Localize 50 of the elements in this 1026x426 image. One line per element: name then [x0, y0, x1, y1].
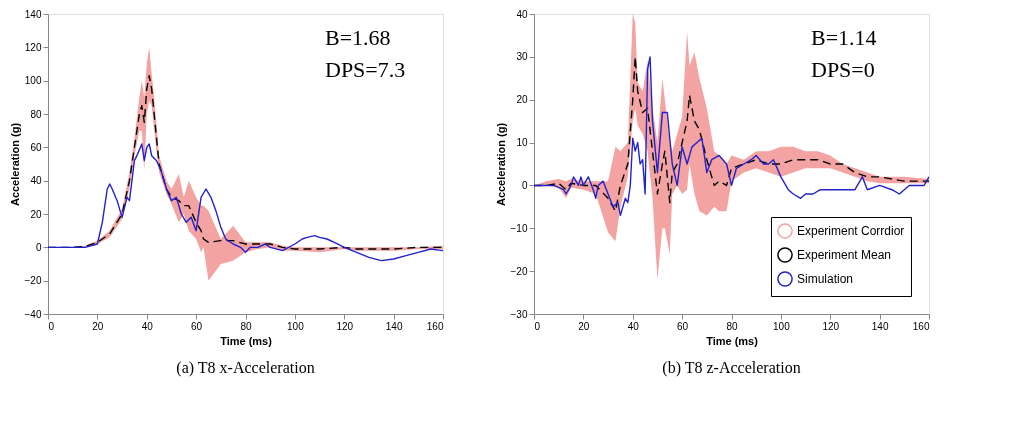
annotation: B=1.68 — [325, 25, 391, 50]
y-tick-label: −10 — [510, 222, 528, 234]
y-tick-label: −40 — [24, 308, 42, 320]
x-tick-label: 20 — [92, 320, 104, 332]
x-tick-label: 60 — [677, 320, 689, 332]
y-tick-label: −20 — [510, 265, 528, 277]
y-tick-label: 60 — [30, 141, 42, 153]
annotation: DPS=7.3 — [325, 57, 406, 82]
legend-label: Simulation — [797, 272, 854, 286]
y-tick-label: 0 — [35, 241, 42, 253]
x-tick-label: 80 — [240, 320, 252, 332]
line-series — [48, 143, 443, 262]
y-tick-label: 40 — [516, 8, 528, 20]
x-tick-label: 20 — [578, 320, 590, 332]
x-tick-label: 160 — [912, 320, 930, 332]
y-tick-label: 20 — [516, 94, 528, 106]
x-axis-title: Time (ms) — [220, 334, 273, 347]
y-tick-label: 40 — [30, 175, 42, 187]
x-tick-label: 40 — [627, 320, 640, 332]
y-tick-label: 100 — [24, 75, 42, 87]
x-tick-label: 140 — [385, 320, 403, 332]
y-tick-label: 80 — [30, 108, 42, 120]
annotation: DPS=0 — [811, 57, 875, 82]
legend-label: Experiment Mean — [797, 248, 892, 262]
y-tick-label: −20 — [24, 275, 42, 287]
x-tick-label: 100 — [287, 320, 305, 332]
y-axis-title: Acceleration (g) — [494, 122, 507, 207]
x-tick-label: 0 — [48, 320, 55, 332]
y-tick-label: 140 — [24, 8, 42, 20]
x-tick-label: 120 — [336, 320, 354, 332]
y-tick-label: −30 — [510, 308, 528, 320]
y-tick-label: 10 — [516, 137, 528, 149]
x-tick-label: 60 — [191, 320, 203, 332]
x-axis-title: Time (ms) — [706, 334, 759, 347]
y-tick-label: 0 — [521, 179, 528, 191]
text: (b) T8 z-Acceleration — [662, 359, 801, 377]
text: (a) T8 x-Acceleration — [176, 359, 315, 377]
x-tick-label: 0 — [534, 320, 541, 332]
y-tick-label: 120 — [24, 41, 42, 53]
x-tick-label: 160 — [426, 320, 444, 332]
x-tick-label: 120 — [822, 320, 840, 332]
legend-label: Experiment Corrdior — [797, 224, 905, 238]
y-tick-label: 20 — [30, 208, 42, 220]
x-tick-label: 40 — [141, 320, 154, 332]
x-tick-label: 80 — [726, 320, 738, 332]
y-axis-title: Acceleration (g) — [8, 122, 21, 207]
y-tick-label: 30 — [516, 51, 528, 63]
x-tick-label: 140 — [871, 320, 889, 332]
x-tick-label: 100 — [773, 320, 791, 332]
annotation: B=1.14 — [811, 25, 877, 50]
